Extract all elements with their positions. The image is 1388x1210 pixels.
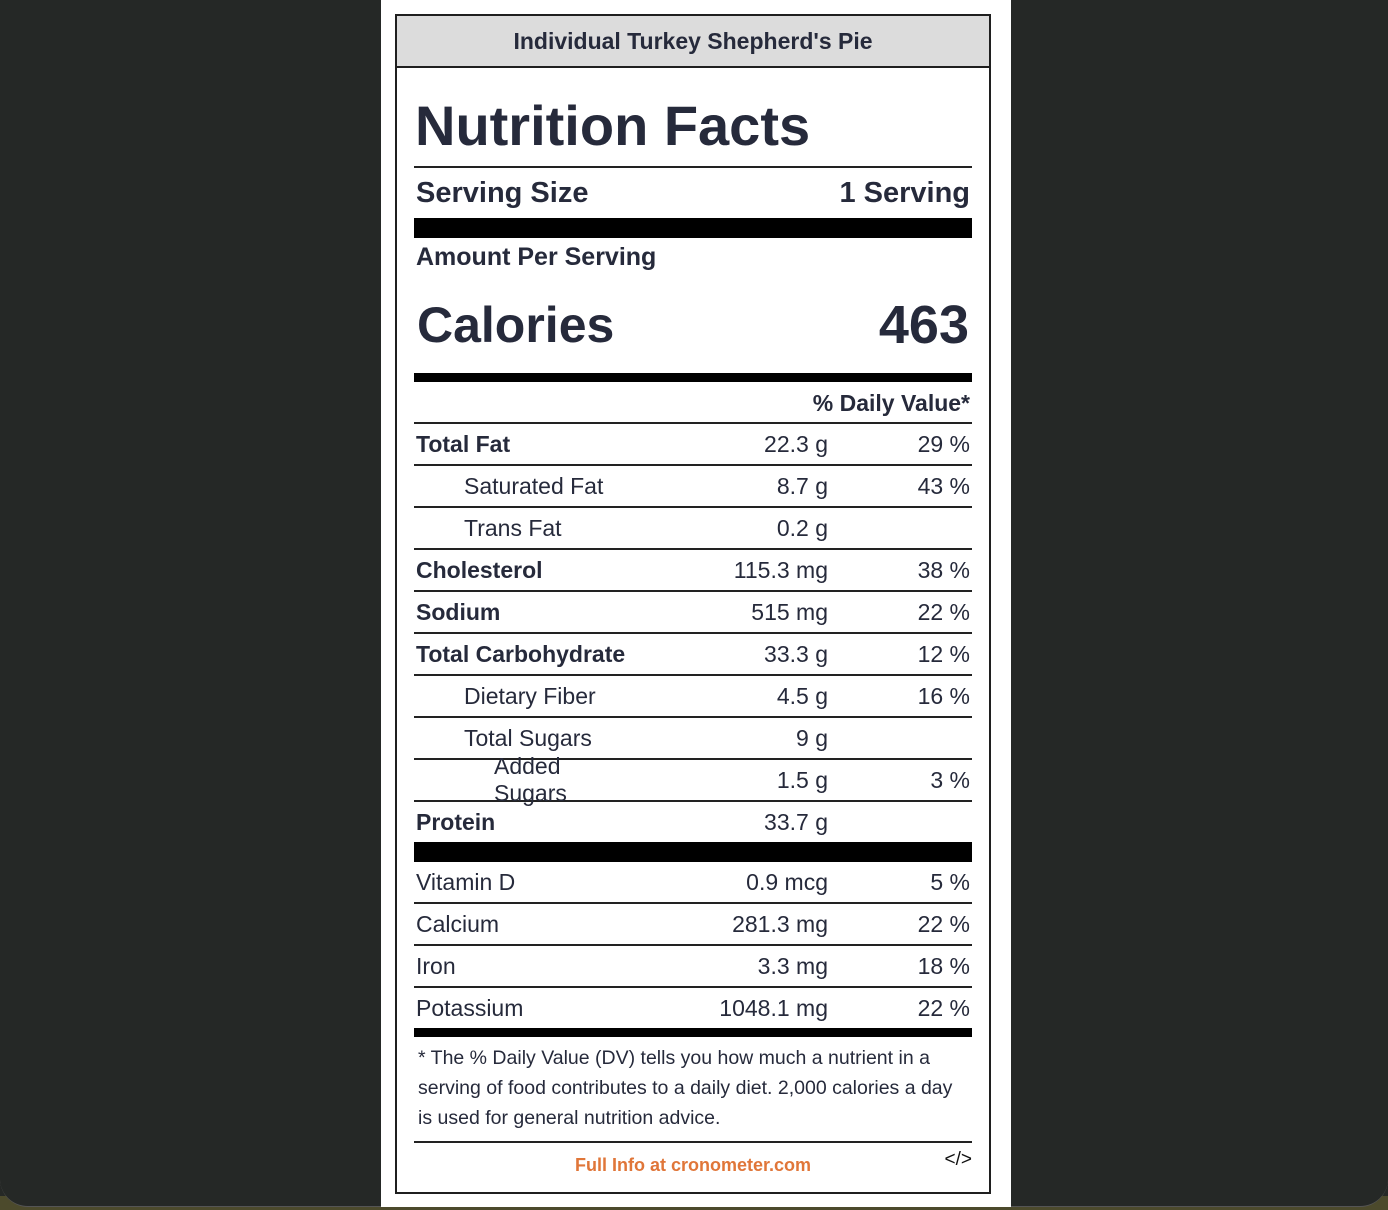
- nutrient-row-cholesterol: Cholesterol 115.3 mg 38 %: [414, 548, 972, 590]
- nutrition-facts-heading: Nutrition Facts: [415, 94, 811, 157]
- thick-divider: [414, 218, 972, 238]
- nutrient-dv: 12 %: [917, 640, 970, 667]
- nutrient-row-dietary-fiber: Dietary Fiber 4.5 g 16 %: [414, 674, 972, 716]
- nutrient-amount: 1.5 g: [776, 766, 828, 793]
- nutrient-row-added-sugars: Added Sugars 1.5 g 3 %: [414, 753, 972, 806]
- embed-code-icon[interactable]: </>: [944, 1149, 972, 1170]
- serving-size-row: Serving Size 1 Serving: [414, 168, 972, 218]
- nutrient-amount: 8.7 g: [776, 472, 828, 499]
- nutrient-name: Added Sugars: [494, 753, 567, 806]
- cronometer-link[interactable]: Full Info at cronometer.com: [574, 1154, 812, 1175]
- vitamin-name: Calcium: [416, 910, 500, 937]
- nutrient-name: Total Fat: [416, 430, 511, 457]
- divider: [414, 166, 972, 168]
- nutrient-row-total-carbohydrate: Total Carbohydrate 33.3 g 12 %: [414, 632, 972, 674]
- nutrient-dv: 22 %: [917, 598, 970, 625]
- nutrient-row-sodium: Sodium 515 mg 22 %: [414, 590, 972, 632]
- vitamin-row-vitamin-d: Vitamin D 0.9 mcg 5 %: [414, 862, 972, 902]
- nutrient-row-total-fat: Total Fat 22.3 g 29 %: [414, 422, 972, 464]
- nutrient-name: Saturated Fat: [464, 472, 604, 499]
- nutrient-name: Total Carbohydrate: [416, 640, 626, 667]
- vitamin-dv: 5 %: [930, 868, 970, 895]
- nutrient-amount: 4.5 g: [776, 682, 828, 709]
- daily-value-header: % Daily Value*: [812, 390, 970, 416]
- recipe-title: Individual Turkey Shepherd's Pie: [397, 16, 989, 68]
- daily-value-footnote: * The % Daily Value (DV) tells you how m…: [414, 1037, 972, 1143]
- vitamin-row-potassium: Potassium 1048.1 mg 22 %: [414, 986, 972, 1028]
- vitamin-amount: 0.9 mcg: [746, 868, 828, 895]
- nutrient-dv: 43 %: [917, 472, 970, 499]
- vitamin-name: Iron: [416, 952, 456, 979]
- vitamin-name: Potassium: [416, 994, 524, 1021]
- nutrient-row-saturated-fat: Saturated Fat 8.7 g 43 %: [414, 464, 972, 506]
- nutrient-amount: 0.2 g: [776, 514, 828, 541]
- nutrient-amount: 33.7 g: [764, 808, 828, 835]
- vitamin-dv: 18 %: [917, 952, 970, 979]
- nutrient-amount: 33.3 g: [764, 640, 828, 667]
- nutrient-amount: 9 g: [796, 724, 828, 751]
- vitamin-amount: 281.3 mg: [732, 910, 828, 937]
- medium-divider: [414, 1028, 972, 1037]
- calories-row: Calories 463: [414, 277, 972, 373]
- calories-label: Calories: [417, 297, 615, 353]
- serving-size-value: 1 Serving: [839, 176, 970, 209]
- nutrient-name: Total Sugars: [464, 724, 592, 751]
- nutrient-amount: 515 mg: [751, 598, 828, 625]
- nutrient-name: Cholesterol: [416, 556, 543, 583]
- calories-value: 463: [878, 295, 969, 355]
- nutrient-amount: 22.3 g: [764, 430, 828, 457]
- nutrient-dv: 38 %: [917, 556, 970, 583]
- vitamin-amount: 1048.1 mg: [719, 994, 828, 1021]
- nutrient-name: Dietary Fiber: [464, 682, 596, 709]
- vitamin-row-iron: Iron 3.3 mg 18 %: [414, 944, 972, 986]
- nutrient-dv: 29 %: [917, 430, 970, 457]
- vitamin-row-calcium: Calcium 281.3 mg 22 %: [414, 902, 972, 944]
- nutrient-name: Trans Fat: [464, 514, 562, 541]
- nutrient-row-total-sugars: Total Sugars 9 g: [414, 716, 972, 758]
- vitamin-name: Vitamin D: [416, 868, 516, 895]
- medium-divider: [414, 373, 972, 382]
- vitamin-amount: 3.3 mg: [757, 952, 828, 979]
- nutrient-amount: 115.3 mg: [733, 556, 828, 583]
- nutrient-dv: 16 %: [917, 682, 970, 709]
- nutrient-name: Sodium: [416, 598, 501, 625]
- vitamin-dv: 22 %: [917, 994, 970, 1021]
- nutrient-row-protein: Protein 33.7 g: [414, 800, 972, 842]
- nutrient-dv: 3 %: [930, 766, 970, 793]
- serving-size-label: Serving Size: [416, 176, 589, 209]
- nutrient-name: Protein: [416, 808, 496, 835]
- label-footer: Full Info at cronometer.com </>: [414, 1143, 972, 1187]
- nutrition-label: Individual Turkey Shepherd's Pie Nutriti…: [395, 14, 991, 1194]
- label-body: Nutrition Facts Serving Size 1 Serving A…: [414, 68, 972, 1187]
- thick-divider: [414, 842, 972, 862]
- nutrient-row-trans-fat: Trans Fat 0.2 g: [414, 506, 972, 548]
- amount-per-serving: Amount Per Serving: [416, 243, 657, 271]
- vitamin-dv: 22 %: [917, 910, 970, 937]
